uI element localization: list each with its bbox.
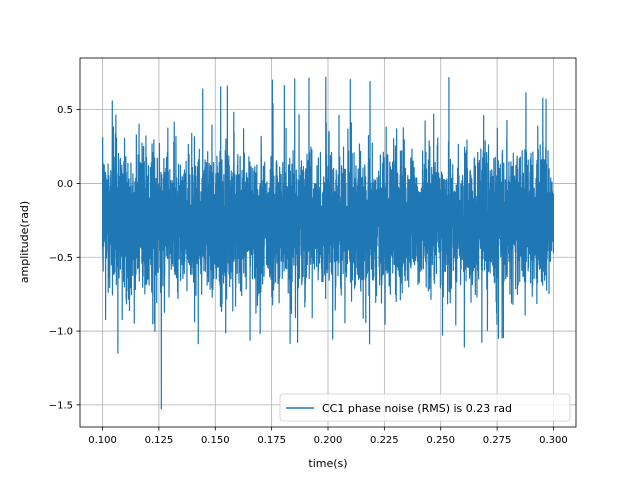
y-tick-label: −0.5 (49, 253, 73, 264)
x-tick-label: 0.200 (314, 435, 343, 446)
x-axis: 0.100 0.125 0.150 0.175 0.200 0.225 0.250 0.275… (88, 427, 568, 446)
x-tick-label: 0.225 (370, 435, 399, 446)
series-layer (101, 76, 555, 410)
x-tick-label: 0.300 (539, 435, 568, 446)
x-axis-label: time(s) (308, 457, 347, 470)
x-tick-label: 0.150 (201, 435, 230, 446)
legend-entry: CC1 phase noise (RMS) is 0.23 rad (322, 402, 512, 415)
y-tick-label: −1.0 (49, 327, 73, 338)
legend: CC1 phase noise (RMS) is 0.23 rad (279, 393, 571, 422)
y-tick-label: 0.5 (57, 105, 73, 116)
legend-box (279, 393, 571, 422)
y-axis: 0.5 0.0 −0.5 −1.0 −1.5 (49, 105, 80, 411)
x-tick-label: 0.250 (426, 435, 455, 446)
series-line-cc1-phase-noise (101, 76, 555, 410)
x-tick-label: 0.125 (145, 435, 174, 446)
x-tick-label: 0.275 (483, 435, 512, 446)
x-tick-label: 0.100 (88, 435, 117, 446)
x-tick-label: 0.175 (257, 435, 286, 446)
y-tick-label: −1.5 (49, 400, 73, 411)
y-tick-label: 0.0 (57, 179, 73, 190)
y-axis-label: amplitude(rad) (18, 201, 31, 283)
